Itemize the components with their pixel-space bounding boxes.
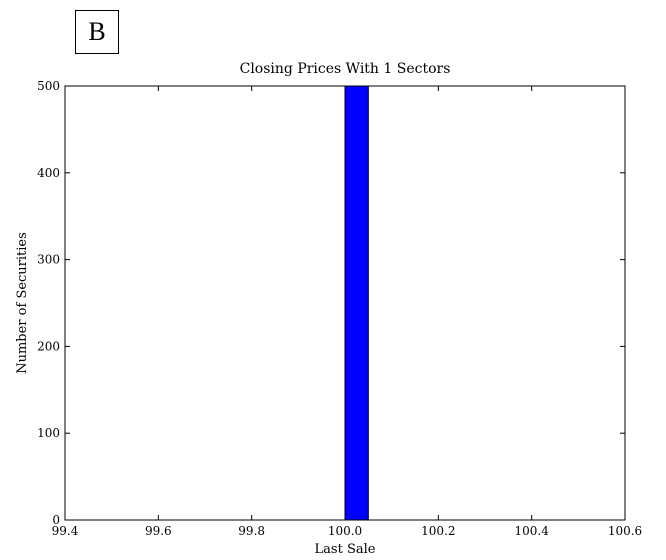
y-tick-label: 400 (37, 166, 60, 180)
ticks-layer: 99.4 99.6 99.8 100.0 100.2 100.4 100.6 0 100 200 3… (37, 79, 642, 538)
chart-title: Closing Prices With 1 Sectors (240, 61, 451, 77)
x-tick-label: 100.4 (514, 524, 549, 538)
y-tick-label: 200 (37, 339, 60, 353)
bars-layer (344, 85, 369, 521)
y-tick-label: 500 (37, 79, 60, 93)
y-tick-label: 300 (37, 253, 60, 267)
x-tick-label: 99.8 (238, 524, 265, 538)
x-tick-label: 100.2 (421, 524, 455, 538)
y-axis-label: Number of Securities (15, 232, 30, 374)
x-tick-label: 100.0 (328, 524, 362, 538)
y-tick-label: 0 (52, 513, 60, 527)
x-tick-label: 99.6 (145, 524, 172, 538)
x-tick-label: 99.4 (52, 524, 79, 538)
histogram-bar (344, 85, 369, 521)
x-tick-label: 100.6 (608, 524, 642, 538)
x-axis-label: Last Sale (315, 542, 376, 557)
y-tick-label: 100 (37, 426, 60, 440)
panel-label: B (75, 10, 119, 54)
